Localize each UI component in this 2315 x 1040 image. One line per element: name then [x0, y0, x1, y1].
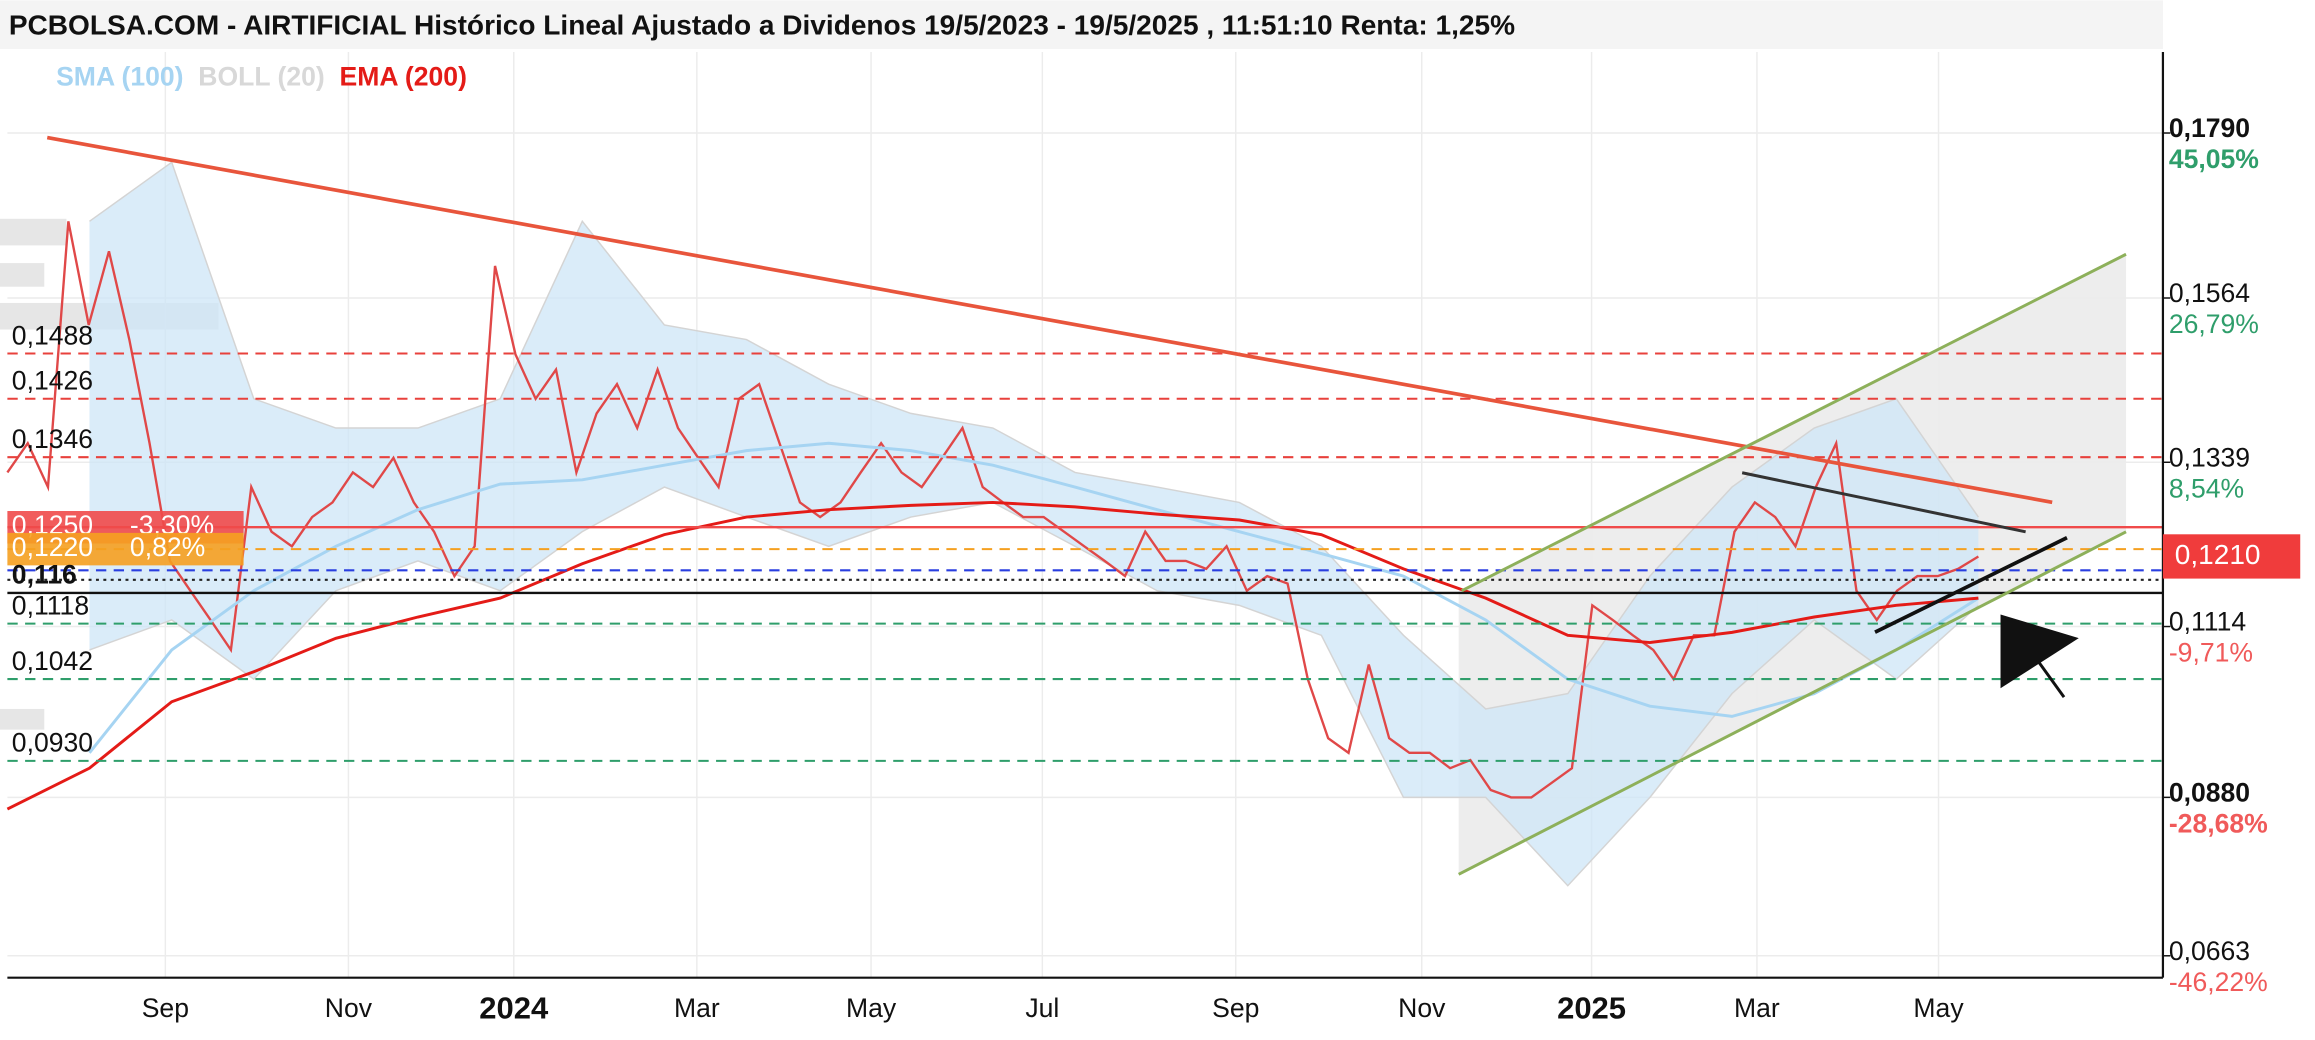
level-label: 0,1220: [12, 532, 93, 562]
y-tick-label: 0,0880: [2169, 777, 2250, 807]
bollinger-lower: [89, 486, 1979, 887]
price-line: [6, 221, 1979, 799]
arrow-head: [2000, 614, 2079, 689]
x-tick-label: Sep: [142, 993, 189, 1023]
mid-layer: [6, 221, 1979, 799]
level-label: 0,1042: [12, 646, 93, 676]
level-label: 0,1426: [12, 366, 93, 396]
y-tick-label: 0,1339: [2169, 442, 2250, 472]
level-label: 0,116: [12, 560, 77, 590]
y-tick-change: 45,05%: [2169, 144, 2259, 174]
wedge-bottom: [1874, 536, 2068, 634]
y-tick-change: -9,71%: [2169, 638, 2253, 668]
y-tick-label: 0,1114: [2169, 607, 2246, 637]
y-tick-label: 0,1564: [2169, 278, 2250, 308]
y-tick-label: 0,1790: [2169, 113, 2250, 143]
y-tick-change: 8,54%: [2169, 473, 2244, 503]
x-tick-label: Mar: [674, 993, 720, 1023]
profile-bar: [0, 218, 67, 246]
y-tick-label: 0,0663: [2169, 936, 2250, 966]
x-tick-label: May: [846, 993, 897, 1023]
bollinger-upper: [89, 161, 1979, 710]
x-tick-label: 2024: [479, 990, 549, 1025]
title-bar: [0, 0, 2163, 50]
wedge-top: [1741, 471, 2026, 534]
x-tick-label: Nov: [325, 993, 373, 1023]
level-label: 0,0930: [12, 728, 93, 758]
y-tick-change: 26,79%: [2169, 309, 2259, 339]
current-price-box: [2162, 534, 2301, 579]
chart-title: PCBOLSA.COM - AIRTIFICIAL Histórico Line…: [9, 9, 1515, 40]
arrow-tail: [2036, 659, 2066, 699]
x-tick-label: Sep: [1212, 993, 1259, 1023]
channel-lower: [1458, 530, 2127, 876]
x-tick-label: Mar: [1734, 993, 1780, 1023]
level-label: 0,1346: [12, 424, 93, 454]
legend-entry: EMA (200): [340, 62, 467, 92]
x-tick-label: 2025: [1557, 990, 1626, 1025]
current-price-label: 0,1210: [2175, 539, 2261, 570]
x-tick-label: Nov: [1398, 993, 1446, 1023]
level-change: 0,82%: [130, 532, 205, 562]
legend-entry: BOLL (20): [198, 62, 324, 92]
x-tick-label: Jul: [1025, 993, 1059, 1023]
level-label: 0,1488: [12, 320, 93, 350]
level-label: 0,1118: [12, 590, 89, 620]
profile-bar: [0, 263, 45, 287]
resistance-trendline: [46, 135, 2053, 505]
x-tick-label: May: [1913, 993, 1964, 1023]
profile-bar: [0, 708, 45, 730]
level-box: [7, 532, 244, 566]
y-tick-change: -28,68%: [2169, 808, 2268, 838]
y-tick-change: -46,22%: [2169, 967, 2268, 997]
legend-entry: SMA (100): [56, 62, 183, 92]
indicator-line: [88, 441, 1980, 754]
indicator-line: [6, 500, 1979, 811]
channel-upper: [1460, 252, 2127, 593]
